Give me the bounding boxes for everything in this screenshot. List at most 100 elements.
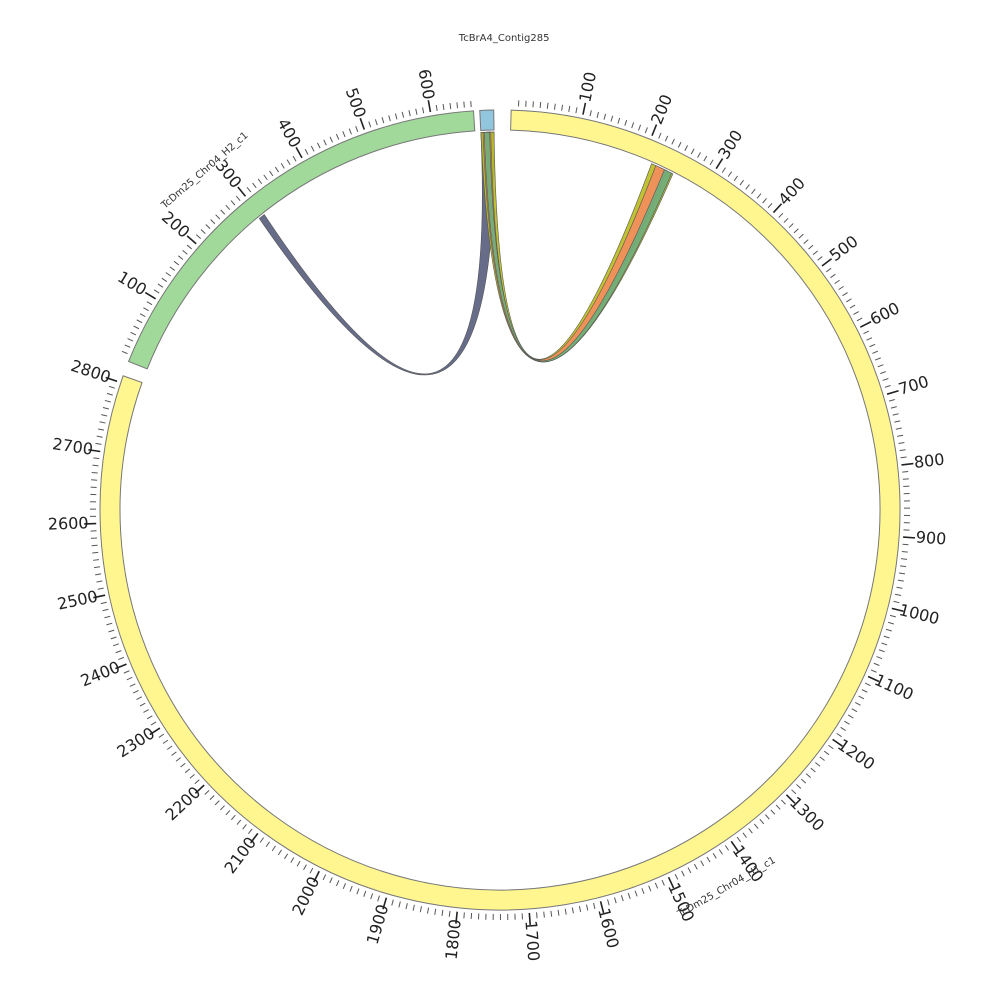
minor-tick (398, 901, 401, 908)
tick-label-h1: 2600 (48, 513, 89, 533)
major-tick (772, 203, 783, 214)
major-tick (903, 536, 916, 539)
minor-tick (124, 344, 131, 348)
minor-tick (265, 841, 270, 848)
minor-tick (753, 823, 759, 829)
minor-tick (225, 810, 231, 816)
minor-tick (896, 586, 903, 589)
minor-tick (323, 139, 327, 146)
major-tick (528, 912, 532, 925)
minor-tick (456, 102, 459, 109)
minor-tick (394, 113, 398, 120)
minor-tick (96, 580, 103, 583)
minor-tick (209, 795, 215, 801)
minor-tick (106, 622, 113, 626)
major-tick (582, 102, 587, 115)
minor-tick (897, 579, 904, 582)
minor-tick (783, 217, 789, 223)
minor-tick (681, 870, 685, 877)
minor-tick (408, 110, 411, 117)
minor-tick (890, 406, 897, 409)
tick-label-h2: 400 (273, 115, 305, 151)
major-tick (359, 117, 366, 130)
minor-tick (415, 108, 418, 115)
major-tick (186, 235, 197, 245)
minor-tick (171, 751, 177, 756)
minor-tick (603, 113, 607, 120)
minor-tick (449, 102, 452, 110)
minor-tick (553, 103, 556, 110)
minor-tick (858, 695, 865, 700)
minor-tick (568, 105, 571, 112)
minor-tick (830, 273, 836, 279)
minor-tick (231, 814, 236, 821)
minor-tick (589, 110, 592, 117)
minor-tick (856, 317, 863, 322)
minor-tick (767, 202, 773, 209)
minor-tick (368, 121, 372, 128)
tick-label-h1: 200 (647, 92, 676, 127)
minor-tick (136, 696, 143, 701)
major-tick (115, 663, 127, 670)
tick-label-h1: 300 (714, 127, 746, 163)
tick-label-h2: 600 (415, 68, 439, 101)
minor-tick (139, 313, 146, 318)
minor-tick (902, 471, 909, 473)
minor-tick (658, 132, 662, 139)
minor-tick (182, 250, 188, 255)
minor-tick (889, 614, 896, 618)
minor-tick (721, 167, 726, 173)
major-tick (901, 462, 914, 466)
minor-tick (303, 864, 307, 871)
minor-tick (687, 867, 692, 874)
minor-tick (422, 107, 425, 114)
minor-tick (342, 883, 346, 890)
minor-tick (210, 219, 216, 225)
minor-tick (697, 152, 701, 158)
tick-label-h1: 1700 (521, 920, 543, 962)
minor-tick (874, 357, 881, 361)
minor-tick (888, 399, 895, 402)
minor-tick (898, 441, 905, 444)
tick-label-h1: 600 (867, 298, 903, 329)
minor-tick (225, 204, 231, 210)
minor-tick (435, 104, 438, 111)
minor-tick (401, 111, 405, 118)
major-tick (237, 186, 247, 197)
minor-tick (607, 899, 610, 906)
minor-tick (391, 899, 394, 906)
segment-name-contig: TcBrA4_Contig285 (458, 33, 550, 44)
minor-tick (748, 828, 753, 834)
minor-tick (808, 244, 814, 250)
minor-tick (309, 867, 314, 874)
minor-tick (575, 107, 578, 114)
minor-tick (204, 789, 210, 795)
minor-tick (798, 233, 804, 239)
tick-label-h1: 800 (913, 450, 945, 472)
minor-tick (872, 350, 879, 354)
minor-tick (897, 434, 904, 437)
minor-tick (823, 750, 830, 756)
minor-tick (356, 888, 360, 895)
segment-h1 (99, 109, 901, 911)
minor-tick (557, 909, 560, 916)
minor-tick (693, 863, 698, 870)
link-contig-h1-2 (482, 131, 668, 362)
minor-tick (834, 279, 840, 285)
segment-h2 (127, 110, 476, 370)
minor-tick (166, 745, 173, 750)
minor-tick (92, 551, 99, 554)
minor-tick (463, 101, 465, 108)
minor-tick (274, 166, 280, 173)
minor-tick (236, 819, 242, 825)
minor-tick (788, 223, 794, 229)
minor-tick (242, 824, 247, 830)
minor-tick (230, 200, 236, 206)
minor-tick (819, 756, 825, 761)
minor-tick (91, 471, 98, 474)
minor-tick (127, 338, 134, 342)
minor-tick (215, 214, 221, 220)
minor-tick (271, 845, 276, 852)
minor-tick (751, 188, 756, 195)
minor-tick (194, 779, 200, 785)
